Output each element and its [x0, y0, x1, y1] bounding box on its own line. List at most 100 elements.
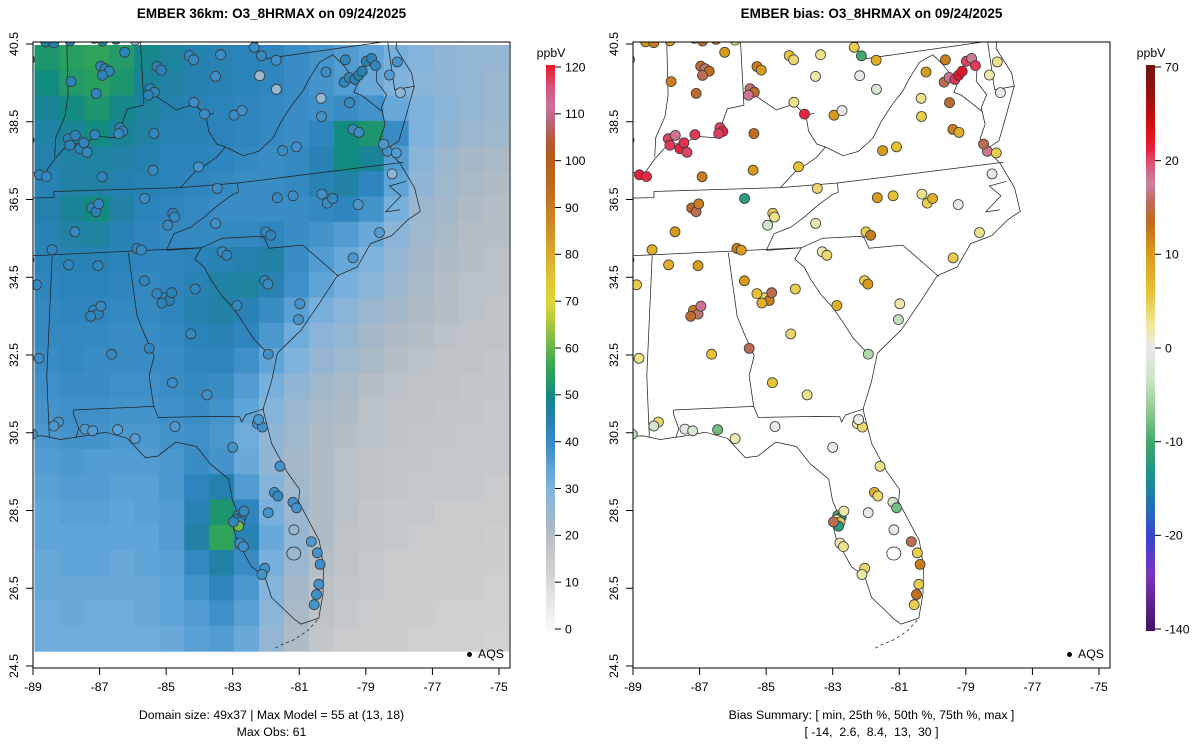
- x-tick-label: -75: [1090, 680, 1108, 694]
- station-dot: [766, 377, 778, 389]
- lake-okeechobee-outline: [886, 546, 902, 561]
- station-dot: [162, 219, 174, 231]
- station-dot: [735, 244, 747, 256]
- colorbar-tick-label: -140: [1165, 622, 1190, 636]
- station-dot: [911, 589, 922, 600]
- station-dot: [96, 171, 108, 183]
- aqs-legend: AQS: [467, 647, 504, 661]
- station-dot: [969, 60, 981, 72]
- station-dot: [236, 105, 248, 116]
- station-dot: [755, 42, 759, 43]
- station-dot: [865, 229, 877, 241]
- station-dot: [270, 83, 282, 95]
- station-dot: [706, 348, 717, 360]
- station-dot: [855, 50, 867, 62]
- bias-caption-summary-values: [ -14, 2.6, 8.4, 13, 30 ]: [804, 725, 939, 739]
- station-dot: [305, 536, 317, 548]
- station-dot: [69, 130, 81, 141]
- station-dot: [856, 569, 868, 580]
- station-dot: [862, 507, 874, 519]
- station-dot: [952, 199, 964, 210]
- colorbar-tick-label: 90: [565, 201, 579, 215]
- colorbar-gradient: [1146, 65, 1155, 631]
- station-dot: [87, 425, 99, 437]
- station-dot: [908, 599, 920, 611]
- y-tick-label: 26.5: [607, 576, 621, 600]
- station-dot: [22, 97, 32, 107]
- station-dot: [274, 460, 286, 472]
- colorbar-tick-label: 30: [565, 482, 579, 496]
- station-dot: [89, 129, 101, 141]
- station-dot: [633, 256, 635, 264]
- station-dot: [719, 46, 731, 58]
- station-dot: [876, 20, 886, 30]
- station-dot: [244, 26, 254, 36]
- florida-keys-line: [272, 620, 318, 651]
- y-tick-label: 40.5: [7, 32, 21, 56]
- station-dots: [633, 20, 1006, 611]
- station-dot: [237, 541, 249, 553]
- station-dot: [95, 300, 107, 312]
- station-dot: [374, 227, 385, 238]
- station-dot: [262, 278, 274, 290]
- station-dot: [862, 348, 874, 360]
- station-dot: [739, 193, 750, 204]
- station-dot: [119, 46, 131, 58]
- station-dot: [292, 314, 304, 326]
- model-colorbar: 0 10 20 30 40 50 60 70 80 90 100 110 120: [546, 60, 586, 636]
- y-tick-label: 30.5: [607, 421, 621, 445]
- station-dot: [40, 42, 51, 48]
- florida-keys-line: [872, 620, 918, 651]
- station-dot: [316, 188, 328, 200]
- station-dot: [231, 300, 243, 311]
- station-dot: [201, 389, 213, 401]
- station-dot: [755, 64, 767, 76]
- station-dot: [633, 352, 645, 364]
- station-dot: [801, 389, 813, 401]
- station-dot: [697, 70, 708, 81]
- station-dot: [825, 26, 835, 36]
- station-dot: [193, 161, 204, 173]
- colorbar-tick-label: 110: [565, 107, 585, 121]
- station-dot: [891, 502, 903, 514]
- station-dot: [798, 29, 808, 39]
- station-dot: [313, 578, 325, 590]
- station-dot: [221, 249, 233, 261]
- station-dot: [831, 300, 843, 311]
- station-dot: [810, 71, 821, 82]
- station-dot: [811, 182, 823, 194]
- station-dot: [112, 424, 123, 436]
- x-tick-label: -87: [691, 680, 709, 694]
- station-dot: [747, 164, 759, 176]
- station-dot: [97, 42, 108, 47]
- state-borders-coastline: [33, 42, 421, 651]
- station-dot: [836, 105, 848, 116]
- station-dots: [22, 26, 406, 611]
- colorbar-tick-label: 60: [565, 341, 579, 355]
- station-dot: [254, 70, 266, 82]
- x-tick-label: -83: [224, 680, 242, 694]
- station-dot: [210, 71, 221, 82]
- station-dot: [789, 283, 801, 295]
- station-dot: [877, 145, 889, 156]
- station-dot: [327, 193, 339, 204]
- station-dot: [828, 516, 839, 528]
- bias-panel-title: EMBER bias: O3_8HRMAX on 09/24/2025: [740, 6, 1003, 21]
- station-dot: [139, 193, 150, 204]
- station-dot: [743, 342, 755, 354]
- station-dot: [748, 128, 760, 139]
- lake-okeechobee-outline: [286, 546, 302, 561]
- station-dot: [713, 128, 725, 139]
- station-dot: [678, 137, 690, 149]
- station-dot: [690, 88, 702, 99]
- station-dot: [854, 70, 866, 82]
- station-dot: [113, 128, 125, 139]
- station-dot: [166, 377, 178, 389]
- station-dot: [320, 66, 332, 78]
- station-dot: [944, 97, 955, 109]
- colorbar-tick-label: 70: [565, 294, 579, 308]
- station-dot: [69, 226, 81, 238]
- station-dot: [939, 54, 951, 66]
- station-dot: [147, 164, 159, 176]
